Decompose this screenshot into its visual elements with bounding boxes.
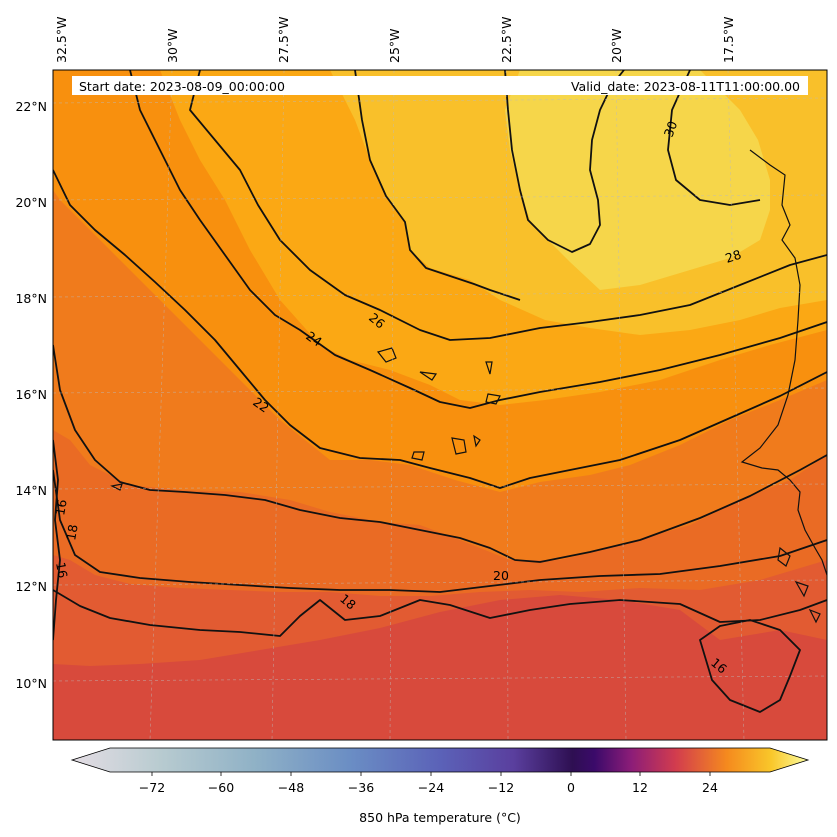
- lat-label-12n: 12°N: [15, 579, 47, 594]
- colorbar: −72 −60 −48 −36 −24 −12 0 12 24 850 hPa …: [70, 747, 810, 825]
- lat-label-22n: 22°N: [15, 99, 47, 114]
- contour-label-28: 28: [723, 247, 743, 266]
- map-frame: [52, 69, 828, 741]
- cb-tick-label: −72: [139, 780, 165, 795]
- isotherm-16-south: [699, 619, 801, 713]
- lon-label-27-5w: 27.5°W: [276, 17, 291, 63]
- lon-label-25w: 25°W: [387, 28, 402, 63]
- isotherm-26: [129, 70, 827, 409]
- contour-labels: 30 28 26 24 22 20 18 18 16 16 16: [52, 119, 743, 677]
- lon-label-17-5w: 17.5°W: [721, 17, 736, 63]
- isotherm-30: [504, 70, 625, 253]
- isotherm-18: [53, 589, 827, 637]
- lat-label-18n: 18°N: [15, 291, 47, 306]
- contour-label-22: 22: [250, 394, 272, 415]
- graticule: [53, 70, 827, 740]
- contour-label-30: 30: [661, 119, 681, 139]
- lat-label-14n: 14°N: [15, 483, 47, 498]
- cb-tick-label: −60: [208, 780, 234, 795]
- bijagos-islands: [777, 546, 821, 624]
- colorbar-ticks: [151, 772, 711, 776]
- latitude-labels: 22°N 20°N 18°N 16°N 14°N 12°N 10°N: [15, 99, 47, 691]
- island-2: [419, 371, 438, 381]
- contour-label-16-west-upper: 16: [52, 498, 70, 516]
- island-3: [485, 361, 493, 375]
- isotherm-30-east: [667, 70, 761, 206]
- colorbar-title: 850 hPa temperature (°C): [359, 810, 521, 825]
- lat-label-10n: 10°N: [15, 676, 47, 691]
- valid-date-label: Valid_date: 2023-08-11T11:00:00.00: [571, 79, 800, 94]
- cb-tick-label: 0: [567, 780, 575, 795]
- date-banner: [72, 76, 808, 95]
- lon-label-30w: 30°W: [165, 28, 180, 63]
- cb-tick-label: −24: [418, 780, 444, 795]
- island-6: [473, 434, 481, 448]
- lat-label-16n: 16°N: [15, 387, 47, 402]
- isotherm-lines: [53, 70, 827, 713]
- map-panel: 30 28 26 24 22 20 18 18 16 16 16 Start d…: [52, 70, 827, 740]
- lon-label-32-5w: 32.5°W: [54, 17, 69, 63]
- isotherm-16-west: [53, 439, 61, 641]
- contour-label-16-west-lower: 16: [53, 561, 71, 579]
- start-date-label: Start date: 2023-08-09_00:00:00: [79, 79, 285, 94]
- contour-label-24: 24: [303, 328, 325, 349]
- contour-label-18-west: 18: [63, 523, 81, 541]
- colorbar-tick-labels: −72 −60 −48 −36 −24 −12 0 12 24: [139, 780, 718, 795]
- cb-tick-label: 24: [702, 780, 718, 795]
- cb-tick-label: −12: [488, 780, 514, 795]
- cb-tick-label: 12: [632, 780, 648, 795]
- isotherm-28: [189, 70, 827, 341]
- lon-label-22-5w: 22.5°W: [499, 17, 514, 63]
- longitude-labels: 32.5°W 30°W 27.5°W 25°W 22.5°W 20°W 17.5…: [54, 17, 736, 63]
- isotherm-30-west: [354, 70, 521, 301]
- cb-tick-label: −48: [278, 780, 304, 795]
- colorbar-bar: [70, 747, 810, 773]
- island-1: [376, 347, 397, 363]
- island-4: [485, 393, 501, 405]
- africa-coast: [740, 149, 827, 576]
- isotherm-20: [53, 469, 827, 593]
- lon-label-20w: 20°W: [609, 28, 624, 63]
- coastlines: [110, 149, 827, 624]
- island-5: [451, 437, 467, 455]
- band-30: [505, 70, 770, 290]
- contour-label-20: 20: [493, 568, 509, 583]
- isotherm-22: [53, 344, 827, 563]
- island-7: [411, 451, 425, 461]
- island-8: [110, 483, 123, 491]
- cb-tick-label: −36: [348, 780, 374, 795]
- isotherm-24: [53, 169, 827, 489]
- lat-label-20n: 20°N: [15, 195, 47, 210]
